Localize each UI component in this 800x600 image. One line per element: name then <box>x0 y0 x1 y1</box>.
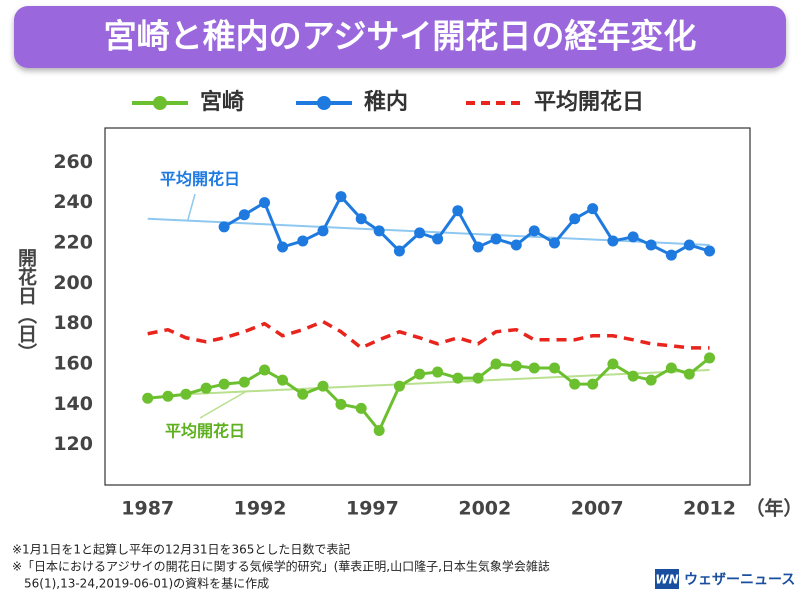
data-point <box>704 352 716 364</box>
data-point <box>355 402 367 414</box>
data-point <box>259 197 271 209</box>
data-point <box>432 233 444 245</box>
x-tick-label: 1992 <box>234 498 287 520</box>
data-point <box>510 239 522 251</box>
data-point <box>627 231 639 243</box>
annotation-pointer <box>199 390 247 419</box>
chart-title: 宮崎と稚内のアジサイ開花日の経年変化 <box>104 17 697 56</box>
logo-text: ウェザーニュース <box>684 572 795 588</box>
data-point <box>297 388 309 400</box>
data-point <box>162 390 174 402</box>
data-point <box>490 358 502 370</box>
data-point <box>452 205 464 217</box>
data-point <box>569 213 581 225</box>
data-point <box>607 358 619 370</box>
data-point <box>317 380 329 392</box>
note: ※「日本におけるアジサイの開花日に関する気候学的研究」(華表正明,山口隆子,日本… <box>12 559 550 574</box>
data-point <box>528 225 540 237</box>
legend-label: 宮崎 <box>200 89 244 115</box>
data-point <box>414 368 426 380</box>
data-point <box>569 378 581 390</box>
note: ※1月1日を1と起算し平年の12月31日を365とした日数で表記 <box>12 542 350 557</box>
x-tick-label: 2002 <box>458 498 511 520</box>
y-tick-label: 220 <box>53 231 93 253</box>
x-tick-label: 2007 <box>571 498 624 520</box>
data-point <box>528 362 540 374</box>
data-point <box>335 398 347 410</box>
legend-marker <box>153 96 167 110</box>
x-axis-unit: （年） <box>745 497 800 520</box>
data-point <box>317 225 329 237</box>
y-tick-label: 140 <box>53 393 93 415</box>
logo-mark: WN <box>655 573 678 587</box>
data-point <box>665 362 677 374</box>
series-line <box>147 356 711 433</box>
data-point <box>335 191 347 203</box>
data-point <box>587 378 599 390</box>
x-tick-label: 1997 <box>346 498 399 520</box>
plot-frame <box>104 127 751 486</box>
data-point <box>627 370 639 382</box>
y-tick-label: 240 <box>53 191 93 213</box>
data-point <box>587 203 599 215</box>
data-point <box>548 362 560 374</box>
data-point <box>452 372 464 384</box>
data-point <box>548 237 560 249</box>
trend-label: 平均開花日 <box>165 422 245 441</box>
data-point <box>510 360 522 372</box>
y-tick-label: 260 <box>53 151 93 173</box>
trend-label: 平均開花日 <box>160 170 240 189</box>
data-point <box>393 380 405 392</box>
average-line <box>147 319 710 350</box>
data-point <box>259 364 271 376</box>
annotation-pointer <box>186 193 196 221</box>
y-tick-label: 120 <box>53 433 93 455</box>
logo-mark-box <box>655 569 679 589</box>
data-point <box>142 392 154 404</box>
data-point <box>355 213 367 225</box>
data-point <box>180 388 192 400</box>
data-point <box>645 374 657 386</box>
data-point <box>490 233 502 245</box>
data-point <box>297 235 309 247</box>
data-point <box>200 382 212 394</box>
data-point <box>218 221 230 233</box>
data-point <box>432 366 444 378</box>
legend-label: 稚内 <box>364 90 408 115</box>
data-point <box>472 241 484 253</box>
data-point <box>373 225 385 237</box>
legend-label: 平均開花日 <box>534 89 644 115</box>
data-point <box>218 378 230 390</box>
data-point <box>277 374 289 386</box>
x-tick-label: 2012 <box>683 498 736 520</box>
trend-line <box>185 369 710 396</box>
data-point <box>238 376 250 388</box>
data-point <box>665 249 677 261</box>
data-point <box>607 235 619 247</box>
data-point <box>683 368 695 380</box>
y-tick-label: 200 <box>53 272 93 294</box>
legend-marker <box>317 96 331 110</box>
data-point <box>277 241 289 253</box>
data-point <box>238 209 250 221</box>
data-point <box>414 227 426 239</box>
title-banner <box>14 6 786 68</box>
data-point <box>683 239 695 251</box>
data-point <box>645 239 657 251</box>
data-point <box>472 372 484 384</box>
note: 56(1),13-24,2019-06-01)の資料を基に作成 <box>24 577 269 591</box>
y-tick-label: 160 <box>53 352 93 374</box>
data-point <box>373 425 385 437</box>
x-tick-label: 1987 <box>121 498 174 520</box>
y-tick-label: 180 <box>53 312 93 334</box>
y-axis-label: 開花日（日） <box>15 248 37 362</box>
data-point <box>704 245 716 257</box>
data-point <box>393 245 405 257</box>
